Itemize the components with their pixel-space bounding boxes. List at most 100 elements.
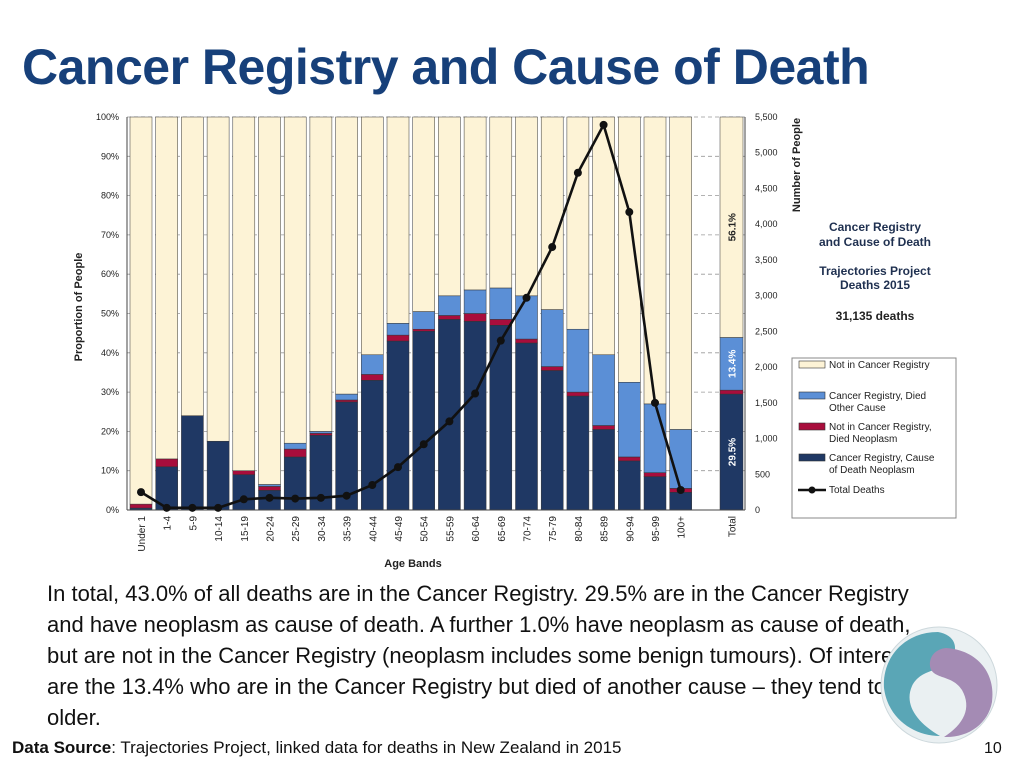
x-tick-label: 75-79 [548,516,559,542]
y2-tick-label: 3,000 [755,291,778,301]
bar-not-in-registry [181,116,204,416]
bar-not-in-registry [309,116,333,432]
y2-tick-label: 4,000 [755,219,778,229]
legend-swatch [798,422,826,431]
y-tick-label: 0% [106,505,119,515]
y-tick-label: 60% [101,269,119,279]
bar-not-in-registry [129,116,153,505]
legend-label: of Death Neoplasm [829,465,915,476]
total-value-label: 13.4% [728,350,739,378]
total-bar-not-in-registry [719,116,744,338]
y-tick-label: 80% [101,191,119,201]
legend-label: Cancer Registry, Died [829,391,926,402]
x-tick-label: 80-84 [574,516,585,542]
bar-registry-other-cause [361,354,384,375]
bar-registry-other-cause [412,311,435,330]
bar-registry-other-cause [669,429,692,489]
total-deaths-point [137,488,145,497]
bar-not-registry-neoplasm [386,334,410,342]
bar-not-in-registry [438,116,461,297]
x-tick-label: 45-49 [394,516,405,542]
bar-not-registry-neoplasm [618,456,641,462]
bar-registry-other-cause [566,328,590,393]
y2-tick-label: 4,500 [755,183,778,193]
bar-registry-neoplasm [540,370,564,511]
total-deaths-point [162,503,171,512]
total-value-label: 29.5% [728,438,739,466]
total-deaths-point [676,485,685,494]
y-tick-labels: 0% 10% 20% 30% 40% 50% 60% 70% 80% 90% 100% [96,112,119,515]
summary-paragraph: In total, 43.0% of all deaths are in the… [47,581,917,730]
x-tick-label: 40-44 [368,516,379,542]
bar-registry-other-cause [489,287,513,320]
legend-swatch [798,391,826,400]
bar-not-in-registry [361,116,384,356]
bar-not-in-registry [206,116,230,442]
total-deaths-point [265,493,274,502]
total-deaths-line [137,120,685,512]
page-number: 10 [984,740,1002,757]
legend-label: Not in Cancer Registry, [829,422,932,433]
bar-not-in-registry [540,116,564,310]
chart-subtitle-line: Deaths 2015 [840,278,910,292]
y-tick-label: 10% [101,466,119,476]
y-axis-label: Proportion of People [73,253,85,362]
total-deaths-point [419,440,428,449]
x-tick-label: 55-59 [445,516,456,542]
bar-registry-neoplasm [181,415,204,511]
legend-label: Not in Cancer Registry [829,360,930,371]
total-value-labels: 29.5% 13.4% 56.1% [728,213,739,466]
x-tick-label: 10-14 [214,516,225,542]
bar-not-in-registry [258,116,281,485]
total-deaths-note: 31,135 deaths [836,309,915,323]
bar-registry-other-cause [386,323,410,336]
x-tick-label: 35-39 [343,516,354,542]
bar-not-in-registry [618,116,641,383]
bar-not-registry-neoplasm [335,399,358,403]
bar-not-in-registry [335,116,358,395]
total-deaths-point [625,208,634,217]
bar-registry-neoplasm [361,380,384,511]
total-deaths-point [342,491,351,500]
legend-label: Died Neoplasm [829,434,897,445]
x-tick-label: 90-94 [625,516,636,542]
legend-box [791,357,957,519]
total-deaths-point [573,168,582,177]
total-deaths-point [445,417,454,426]
total-deaths-point [239,495,248,504]
total-deaths-point [599,120,608,129]
stacked-bar-chart: 29.5% 13.4% 56.1% 0% 10% 20% 30% 40% 50% 60% 70% 8… [73,112,957,570]
bar-not-registry-neoplasm [283,448,307,458]
bar-not-registry-neoplasm [438,315,461,320]
bar-registry-other-cause [258,484,281,487]
y-tick-label: 50% [101,309,119,319]
y2-tick-labels: 0 500 1,000 1,500 2,000 2,500 3,000 3,500 4,000 4… [755,112,778,515]
bar-not-registry-neoplasm [155,458,178,468]
bar-not-registry-neoplasm [489,319,513,326]
x-tick-label: 30-34 [317,516,328,542]
x-tick-label: 25-29 [291,516,302,542]
bar-registry-other-cause [592,354,615,426]
x-tick-label: 5-9 [188,516,199,531]
bar-not-registry-neoplasm [129,503,153,509]
total-deaths-point [214,503,223,512]
slide-title: Cancer Registry and Cause of Death [22,39,870,95]
x-tick-label: 70-74 [523,516,534,542]
bar-registry-neoplasm [412,330,435,511]
bar-not-in-registry [643,116,667,405]
bar-not-in-registry [566,116,590,330]
total-deaths-point [471,389,480,398]
bar-registry-other-cause [540,309,564,367]
bar-registry-neoplasm [592,429,615,511]
total-deaths-point [316,493,325,502]
total-deaths-path [140,121,682,510]
legend-swatch [798,360,826,369]
legend-swatch [798,453,826,462]
y2-tick-label: 5,000 [755,148,778,158]
x-tick-label: 20-24 [266,516,277,542]
y-tick-label: 30% [101,387,119,397]
data-source-text: : Trajectories Project, linked data for … [111,738,622,757]
bar-not-registry-neoplasm [540,366,564,371]
x-tick-label: 1-4 [163,516,174,531]
